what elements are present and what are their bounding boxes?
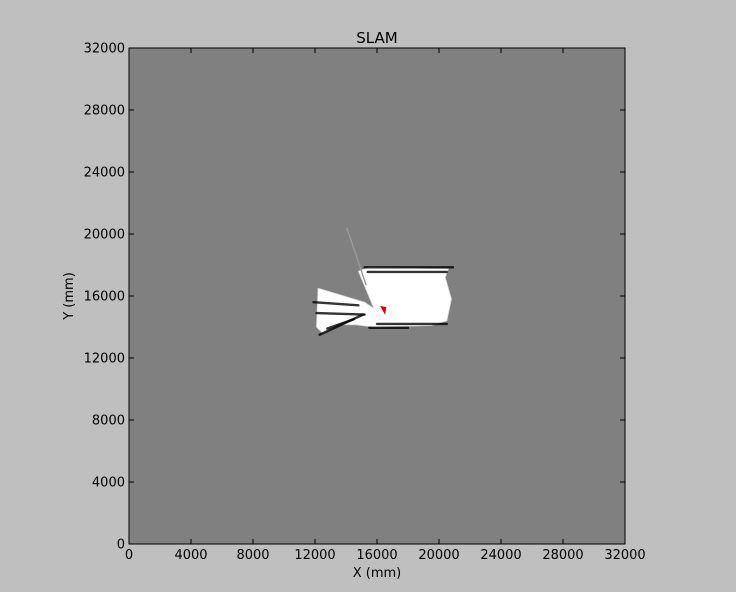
x-tick-label-7: 28000: [542, 548, 583, 563]
obstacle-segment-4: [312, 301, 360, 307]
y-tick-label-5: 20000: [84, 228, 125, 243]
y-tick-label-6: 24000: [84, 166, 125, 181]
ray-segment-0: [346, 227, 367, 286]
y-tick-label-8: 32000: [84, 42, 125, 57]
y-tick-label-4: 16000: [84, 290, 125, 305]
plot-area: [129, 48, 625, 544]
y-tick-label-1: 4000: [92, 476, 125, 491]
obstacle-segment-5: [315, 311, 366, 316]
x-tick-label-8: 32000: [604, 548, 645, 563]
robot-marker: [380, 305, 387, 315]
x-tick-label-3: 12000: [294, 548, 335, 563]
y-tick-label-3: 12000: [84, 352, 125, 367]
y-tick-label-2: 8000: [92, 414, 125, 429]
x-tick-label-6: 24000: [480, 548, 521, 563]
x-tick-label-2: 8000: [236, 548, 269, 563]
axes: 0 4000 8000 12000 16000 20000 24000 28000 32000 0…: [84, 42, 646, 564]
x-tick-label-5: 20000: [418, 548, 459, 563]
y-axis-label: Y (mm): [62, 272, 77, 321]
chart-title: SLAM: [356, 29, 397, 47]
y-tick-label-0: 0: [117, 538, 125, 553]
x-tick-label-4: 16000: [356, 548, 397, 563]
obstacle-segment-7: [326, 318, 355, 330]
x-tick-label-1: 4000: [174, 548, 207, 563]
y-tick-label-7: 28000: [84, 104, 125, 119]
x-tick-label-0: 0: [125, 548, 133, 563]
x-axis-label: X (mm): [353, 566, 402, 581]
